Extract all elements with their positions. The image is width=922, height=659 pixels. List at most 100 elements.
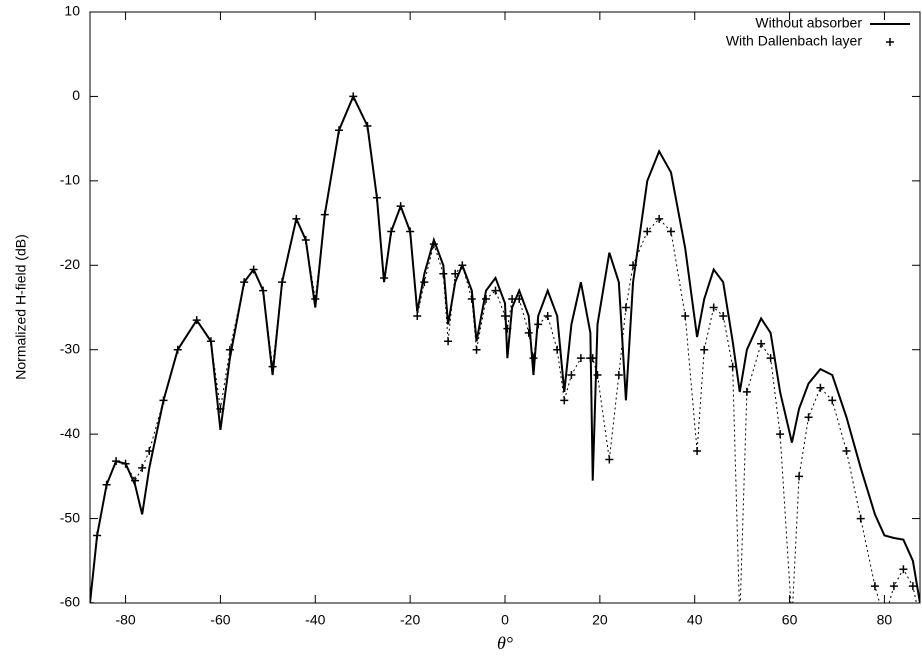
data-point	[842, 447, 851, 456]
data-point	[501, 311, 509, 320]
x-tick-label: 60	[782, 612, 798, 628]
data-point	[629, 261, 638, 270]
x-tick-label: 20	[592, 612, 608, 628]
data-point	[320, 210, 329, 219]
data-point	[491, 286, 500, 295]
series-line	[90, 93, 920, 603]
data-point	[870, 582, 879, 591]
y-tick-label: -40	[60, 425, 80, 441]
data-point	[667, 227, 675, 236]
data-point	[278, 278, 287, 287]
data-point	[643, 227, 652, 236]
data-point	[406, 227, 415, 236]
y-tick-label: -30	[60, 340, 80, 356]
data-point	[614, 371, 623, 380]
data-point	[159, 396, 168, 405]
data-point	[93, 531, 102, 540]
series-line	[90, 95, 917, 603]
data-point	[173, 345, 182, 354]
data-point	[249, 265, 258, 274]
data-point	[719, 311, 728, 320]
x-tick-label: 0	[501, 612, 509, 628]
y-tick-label: -20	[60, 256, 80, 272]
data-point	[429, 240, 438, 249]
plot-area	[90, 92, 922, 624]
data-point	[908, 582, 917, 591]
x-tick-label: -80	[115, 612, 135, 628]
data-point	[736, 616, 744, 624]
data-point	[828, 396, 837, 405]
data-point	[593, 371, 602, 380]
data-point	[102, 480, 111, 489]
data-point	[413, 311, 422, 320]
data-point	[553, 345, 562, 354]
data-point	[588, 354, 597, 363]
x-tick-label: -40	[305, 612, 325, 628]
x-tick-label: 40	[687, 612, 703, 628]
data-point	[131, 476, 140, 485]
data-point	[515, 295, 524, 304]
data-point	[380, 273, 389, 282]
data-point	[916, 616, 922, 624]
y-axis-label: Normalized H-field (dB)	[13, 234, 29, 379]
data-point	[605, 455, 614, 464]
data-point	[444, 337, 453, 346]
x-tick-label: -20	[400, 612, 420, 628]
data-point	[889, 582, 898, 591]
data-point	[387, 227, 396, 236]
data-point	[112, 457, 121, 466]
data-point	[240, 278, 249, 287]
data-point	[335, 126, 343, 135]
data-point	[856, 514, 865, 523]
legend-label: With Dallenbach layer	[726, 33, 863, 49]
data-point	[259, 286, 268, 295]
data-point	[301, 235, 310, 244]
data-point	[90, 599, 94, 603]
data-point	[451, 269, 460, 278]
data-point	[728, 362, 737, 371]
x-tick-label: 80	[877, 612, 893, 628]
data-point	[138, 463, 147, 472]
data-point	[439, 269, 448, 278]
data-point	[349, 92, 358, 101]
legend-marker	[886, 38, 894, 46]
data-point	[700, 345, 709, 354]
data-point	[776, 430, 785, 439]
data-point	[292, 214, 301, 223]
data-point	[681, 311, 690, 320]
legend-label: Without absorber	[755, 15, 862, 31]
data-point	[766, 354, 775, 363]
data-point	[145, 447, 154, 456]
y-tick-label: -60	[60, 594, 80, 610]
data-point	[529, 354, 538, 363]
data-point	[206, 337, 215, 346]
data-point	[795, 472, 804, 481]
x-tick-label: -60	[210, 612, 230, 628]
data-point	[225, 345, 234, 354]
data-point	[655, 214, 664, 223]
data-point	[742, 387, 751, 396]
data-point	[543, 311, 552, 320]
data-point	[576, 354, 585, 363]
data-point	[693, 447, 702, 456]
y-tick-label: -50	[60, 509, 80, 525]
x-axis-label: θ°	[497, 633, 513, 653]
y-tick-label: 10	[64, 3, 80, 19]
data-point	[621, 303, 630, 312]
data-point	[458, 261, 467, 270]
data-point	[192, 316, 201, 325]
data-point	[804, 413, 813, 422]
data-point	[899, 565, 908, 574]
data-point	[503, 324, 512, 333]
y-tick-label: -10	[60, 172, 80, 188]
data-point	[709, 303, 718, 312]
data-point	[363, 121, 372, 130]
data-point	[268, 362, 277, 371]
data-point	[420, 278, 429, 287]
y-tick-label: 0	[72, 87, 80, 103]
data-point	[534, 320, 543, 329]
data-point	[757, 339, 766, 348]
data-point	[396, 202, 405, 211]
